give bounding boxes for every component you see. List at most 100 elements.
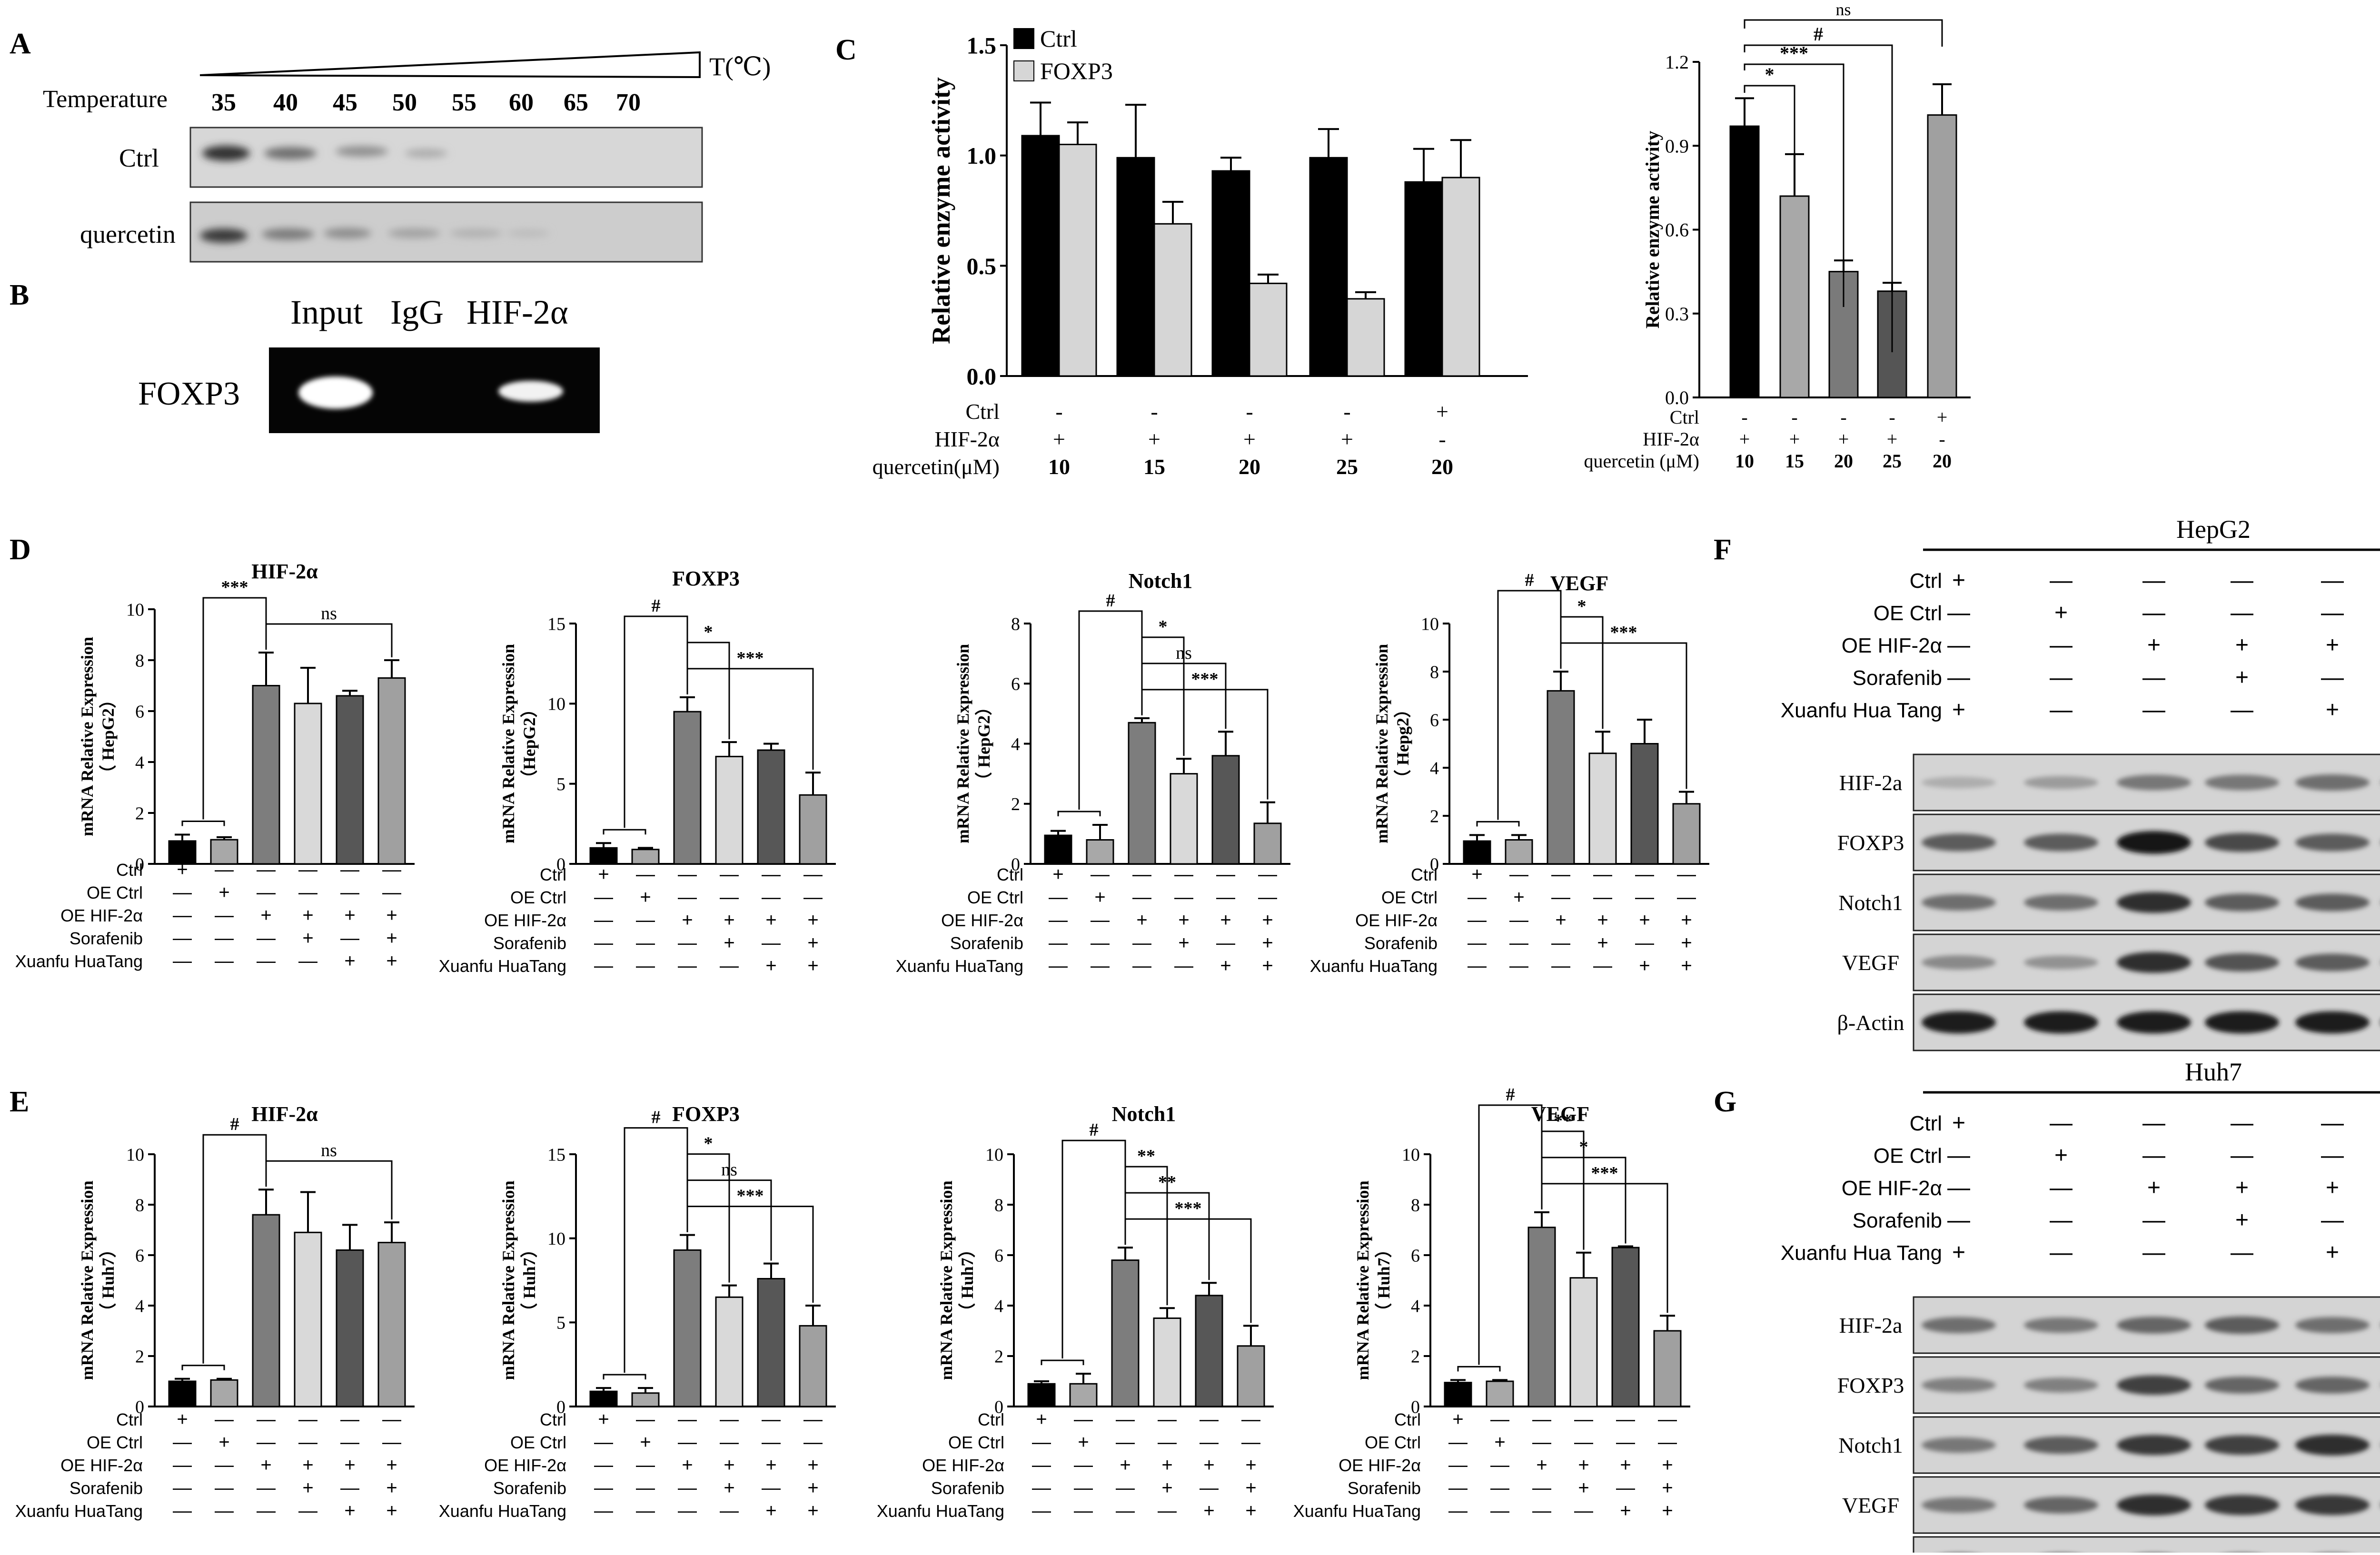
condition-value: + (218, 1432, 229, 1453)
condition-value: — (2142, 1110, 2165, 1136)
condition-value: — (636, 1409, 655, 1430)
condition-label: Xuanfu Hua Tang (1781, 1241, 1942, 1265)
condition-label: OE Ctrl (948, 1433, 1004, 1452)
blot-bands (1922, 774, 2370, 791)
condition-label: Xuanfu HuaTang (896, 956, 1023, 976)
condition-value: + (1148, 427, 1160, 451)
condition-value: — (2050, 1110, 2073, 1136)
condition-value: — (173, 951, 192, 971)
condition-value: + (724, 932, 734, 953)
condition-value: 20 (1834, 450, 1853, 472)
condition-value: — (1241, 1409, 1260, 1430)
condition-value: — (382, 882, 401, 903)
condition-value: — (1616, 1477, 1635, 1498)
condition-value: — (636, 1455, 655, 1476)
condition-value: + (2326, 633, 2339, 658)
bar (673, 711, 702, 865)
significance-bracket (1744, 44, 1893, 352)
condition-value: — (1490, 1455, 1509, 1476)
condition-value: — (1158, 1432, 1177, 1453)
condition-value: — (2321, 600, 2344, 625)
condition-value: + (1178, 910, 1189, 931)
condition-value: — (1258, 864, 1277, 885)
condition-value: — (762, 864, 781, 885)
y-tick-label: 2 (994, 1347, 1003, 1367)
condition-value: — (1132, 955, 1151, 976)
condition-value: — (720, 887, 739, 908)
condition-value: + (1220, 910, 1231, 931)
condition-value: + (598, 1409, 609, 1430)
chart-title: FOXP3 (672, 567, 740, 590)
condition-value: — (1551, 864, 1570, 885)
condition-value: — (594, 1477, 613, 1498)
condition-value: — (1049, 887, 1068, 908)
condition-value: — (1947, 600, 1970, 625)
condition-label: Xuanfu HuaTang (1293, 1501, 1421, 1521)
condition-value: — (1468, 887, 1487, 908)
bar (757, 1278, 785, 1407)
bar (673, 1249, 702, 1407)
condition-label: Ctrl (1411, 865, 1438, 884)
bar (631, 1392, 660, 1407)
condition-label: OE Ctrl (87, 883, 143, 902)
control-bracket (181, 1365, 225, 1370)
condition-value: + (1789, 428, 1800, 450)
bar (1505, 839, 1533, 865)
y-tick-label: 2 (1011, 794, 1020, 814)
condition-label: Sorafenib (950, 933, 1023, 953)
blot-strip (1913, 1536, 2380, 1555)
condition-label: OE Ctrl (967, 888, 1023, 907)
condition-value: + (807, 1500, 818, 1521)
condition-value: — (382, 859, 401, 880)
condition-value: + (724, 1477, 734, 1498)
condition-value: — (1658, 1432, 1677, 1453)
condition-value: — (762, 1409, 781, 1430)
condition-value: — (720, 1500, 739, 1521)
condition-value: — (762, 1432, 781, 1453)
condition-value: + (1245, 1477, 1256, 1498)
condition-value: + (1161, 1477, 1172, 1498)
condition-value: — (1032, 1455, 1051, 1476)
condition-value: + (1952, 1240, 1965, 1265)
significance-bracket (1560, 642, 1687, 789)
condition-value: + (1597, 932, 1608, 953)
bar (1253, 822, 1282, 865)
significance-label: # (1106, 591, 1115, 611)
blot-bands (1922, 1375, 2370, 1395)
chart-title: FOXP3 (672, 1102, 740, 1126)
condition-value: — (257, 859, 276, 880)
chart-title: VEGF (1550, 572, 1608, 595)
condition-value: — (1574, 1432, 1593, 1453)
significance-bracket (265, 1160, 393, 1220)
condition-value: — (1158, 1409, 1177, 1430)
condition-value: + (1662, 1477, 1673, 1498)
condition-label: OE HIF-2α (1842, 634, 1942, 657)
mrna-chart-d4: 0 2 4 6 8 10 VEGF mRNA Relative Expression （ Hep… (1310, 570, 1709, 976)
condition-value: — (2321, 1208, 2344, 1233)
cell-line-label: HepG2 (2176, 515, 2251, 544)
condition-value: + (1262, 910, 1273, 931)
blot-bands (1922, 1316, 2370, 1334)
chart-title: HIF-2α (251, 1102, 318, 1126)
condition-value: — (1468, 932, 1487, 953)
condition-value: + (2326, 697, 2339, 723)
bar (1086, 839, 1114, 865)
y-axis-label: mRNA Relative Expression （ Hepg2） (1372, 644, 1412, 843)
bar (1486, 1380, 1514, 1407)
condition-value: — (720, 955, 739, 976)
condition-value: — (636, 1500, 655, 1521)
condition-value: — (594, 932, 613, 953)
condition-value: + (1662, 1500, 1673, 1521)
condition-value: — (1074, 1409, 1093, 1430)
control-bracket (1476, 821, 1520, 827)
condition-value: + (1536, 1455, 1547, 1476)
blot-bands (1922, 1435, 2370, 1456)
condition-value: + (1620, 1455, 1631, 1476)
condition-label: OE HIF-2α (484, 1456, 566, 1475)
condition-value: + (1178, 932, 1189, 953)
condition-value: — (173, 905, 192, 926)
row-label-foxp3: FOXP3 (138, 376, 240, 412)
significance-bracket (1141, 689, 1269, 800)
condition-value: + (724, 1455, 734, 1476)
condition-value: + (1036, 1409, 1047, 1430)
